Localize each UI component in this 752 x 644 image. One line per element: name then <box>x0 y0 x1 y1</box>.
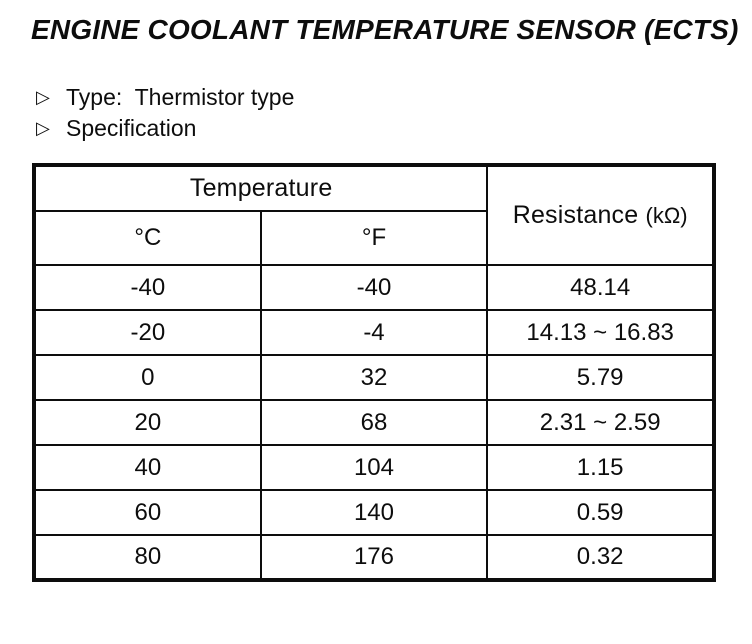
fahrenheit-value: -40 <box>259 264 489 311</box>
resistance-unit-label: (kΩ) <box>645 203 688 228</box>
resistance-value: 0.32 <box>486 534 715 581</box>
celsius-value: -20 <box>33 309 262 356</box>
table-row: 60 140 0.59 <box>33 489 715 536</box>
resistance-value: 2.31 ~ 2.59 <box>486 399 715 446</box>
celsius-value: 0 <box>33 354 262 401</box>
table-header-row: Temperature Resistance (kΩ) <box>32 164 715 266</box>
table-row: 40 104 1.15 <box>33 444 715 491</box>
bullet-specification-label: Specification <box>66 115 197 141</box>
table-subheader-row: °C °F <box>33 210 714 266</box>
celsius-value: 40 <box>33 444 262 491</box>
resistance-value: 14.13 ~ 16.83 <box>486 309 715 356</box>
list-item: ▷ Type: Thermistor type <box>36 82 294 113</box>
resistance-value: 48.14 <box>486 264 715 311</box>
resistance-header-label: Resistance <box>512 201 646 229</box>
resistance-header: Resistance (kΩ) <box>486 164 715 266</box>
table-row: -20 -4 14.13 ~ 16.83 <box>33 309 715 356</box>
celsius-value: -40 <box>33 264 262 311</box>
fahrenheit-value: 68 <box>259 399 489 446</box>
bullet-list: ▷ Type: Thermistor type ▷ Specification <box>36 82 294 144</box>
resistance-value: 0.59 <box>486 489 715 536</box>
fahrenheit-header: °F <box>259 210 489 266</box>
resistance-value: 1.15 <box>486 444 715 491</box>
page-title: ENGINE COOLANT TEMPERATURE SENSOR (ECTS) <box>31 14 739 45</box>
resistance-value: 5.79 <box>486 354 715 401</box>
fahrenheit-value: 176 <box>259 534 489 581</box>
celsius-value: 80 <box>33 534 262 581</box>
temperature-header: Temperature <box>32 164 489 212</box>
celsius-value: 20 <box>33 399 262 446</box>
table-row: 0 32 5.79 <box>33 354 715 401</box>
list-item: ▷ Specification <box>36 113 294 144</box>
fahrenheit-value: -4 <box>259 309 489 356</box>
celsius-value: 60 <box>33 489 262 536</box>
fahrenheit-value: 140 <box>259 489 489 536</box>
fahrenheit-value: 104 <box>259 444 489 491</box>
triangle-bullet-icon: ▷ <box>36 87 50 107</box>
triangle-bullet-icon: ▷ <box>36 118 50 138</box>
fahrenheit-value: 32 <box>259 354 489 401</box>
table-row: 20 68 2.31 ~ 2.59 <box>33 399 715 446</box>
celsius-header: °C <box>33 210 262 266</box>
table-row: -40 -40 48.14 <box>33 264 715 311</box>
table-row: 80 176 0.32 <box>33 534 715 581</box>
specification-table: Temperature Resistance (kΩ) °C °F -40 -4… <box>32 163 716 582</box>
bullet-type-label: Type: Thermistor type <box>66 84 295 110</box>
